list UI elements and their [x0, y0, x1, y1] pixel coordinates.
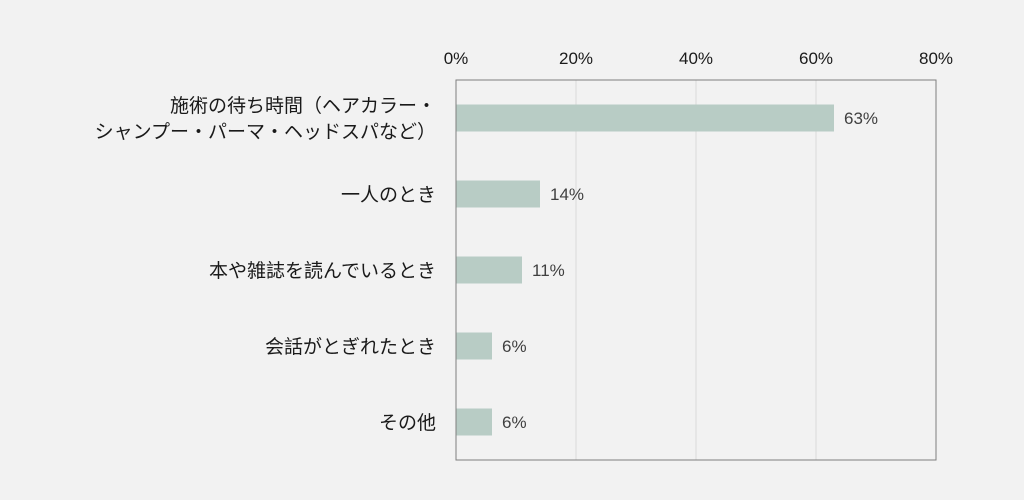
category-label: 施術の待ち時間（ヘアカラー・ — [170, 95, 436, 117]
category-label: 会話がとぎれたとき — [265, 336, 436, 358]
category-label: 本や雑誌を読んでいるとき — [209, 260, 436, 282]
bar-value-label: 6% — [502, 337, 527, 356]
x-tick-label: 80% — [919, 49, 953, 68]
bar — [456, 332, 492, 360]
category-label: その他 — [379, 412, 436, 434]
bar — [456, 256, 522, 284]
plot-frame — [455, 79, 937, 461]
bar — [456, 180, 540, 208]
bar — [456, 104, 834, 132]
category-label: 一人のとき — [341, 184, 436, 206]
x-tick-label: 20% — [559, 49, 593, 68]
bar-value-label: 6% — [502, 413, 527, 432]
x-tick-label: 0% — [444, 49, 469, 68]
x-tick-label: 40% — [679, 49, 713, 68]
category-label: シャンプー・パーマ・ヘッドスパなど） — [95, 121, 436, 143]
x-tick-label: 60% — [799, 49, 833, 68]
bar-value-label: 14% — [550, 185, 584, 204]
bar-value-label: 11% — [532, 261, 565, 280]
bar — [456, 408, 492, 436]
bar-value-label: 63% — [844, 109, 878, 128]
